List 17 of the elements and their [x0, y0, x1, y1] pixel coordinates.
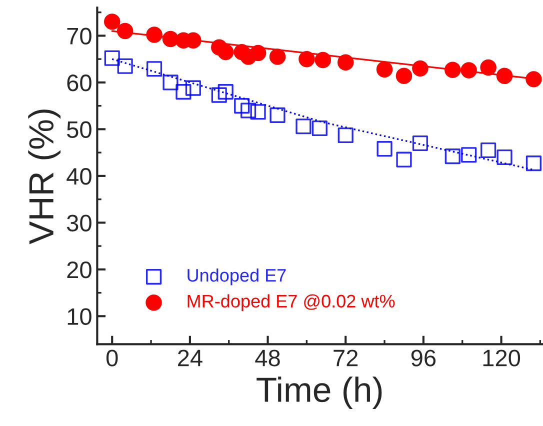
y-tick-label: 10	[68, 308, 92, 325]
y-tick-label: 30	[66, 214, 92, 232]
x-tick-label: 120	[483, 350, 520, 366]
x-tick-label: 24	[178, 350, 202, 366]
legend-label: MR-doped E7 @0.02 wt%	[188, 294, 395, 312]
x-axis-title: Time (h)	[256, 376, 382, 409]
y-tick-label: 50	[67, 121, 92, 138]
x-tick-label: 96	[411, 350, 436, 366]
y-tick-label: 60	[67, 74, 92, 92]
legend-label: Undoped E7	[188, 268, 286, 286]
x-tick-label: 0	[106, 350, 118, 366]
y-tick-label: 40	[66, 168, 92, 185]
y-axis-title: VHR (%)	[28, 110, 61, 244]
y-tick-label: 20	[67, 261, 92, 278]
y-tick-label: 70	[67, 28, 92, 44]
x-tick-label: 72	[334, 350, 358, 366]
x-tick-label: 48	[255, 350, 280, 366]
